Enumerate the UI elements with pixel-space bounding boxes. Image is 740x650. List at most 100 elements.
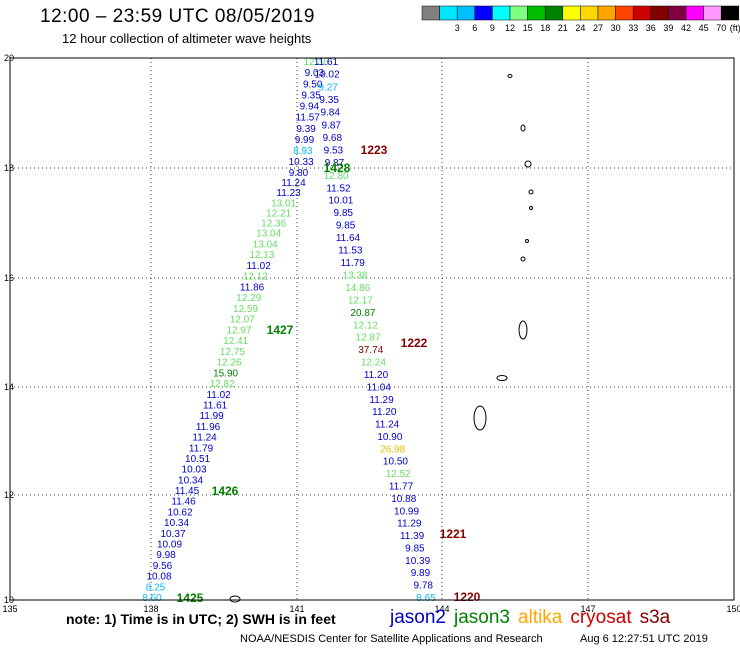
wave-height-value: 10.37 <box>161 529 186 540</box>
wave-height-value: 11.29 <box>397 519 422 530</box>
wave-height-value: 12.41 <box>223 336 248 347</box>
y-tick-label: 18 <box>4 163 14 173</box>
wave-height-value: 11.99 <box>199 411 224 422</box>
map-subtitle: 12 hour collection of altimeter wave hei… <box>62 31 312 46</box>
wave-height-value: 10.99 <box>394 506 419 517</box>
wave-height-value: 11.23 <box>276 188 301 199</box>
wave-height-value: 11.46 <box>171 497 196 508</box>
wave-height-value: 11.79 <box>189 443 214 454</box>
wave-height-value: 9.99 <box>295 135 315 146</box>
wave-height-value: 9.85 <box>405 543 425 554</box>
satellite-jason2-label: jason2 <box>390 607 446 628</box>
wave-height-value: 12.59 <box>233 304 258 315</box>
island-outline <box>518 320 528 340</box>
wave-height-value: 9.80 <box>289 168 309 179</box>
wave-height-value: 11.24 <box>375 420 400 431</box>
wave-height-value: 9.39 <box>296 124 316 135</box>
wave-height-value: 11.86 <box>240 282 265 293</box>
wave-height-value: 11.77 <box>389 481 414 492</box>
generation-timestamp: Aug 6 12:27:51 UTC 2019 <box>580 633 708 645</box>
units-note: note: 1) Time is in UTC; 2) SWH is in fe… <box>66 611 336 627</box>
wave-height-value: 11.64 <box>336 233 361 244</box>
legend-tick-label: 24 <box>575 23 585 33</box>
wave-height-value: 11.61 <box>203 400 228 411</box>
island-outline <box>473 405 487 431</box>
island-outline <box>525 239 529 243</box>
wave-height-value: 11.61 <box>314 57 339 68</box>
wave-height-value: 11.02 <box>206 390 231 401</box>
wave-height-value: 12.24 <box>361 358 386 369</box>
x-tick-label: 138 <box>143 604 158 614</box>
wave-height-value: 10.08 <box>146 572 171 583</box>
wave-height-value: 9.87 <box>325 158 345 169</box>
wave-height-value: 10.88 <box>391 494 416 505</box>
y-tick-label: 12 <box>4 490 14 500</box>
wave-height-value: 9.98 <box>156 550 176 561</box>
wave-height-value: 9.89 <box>411 568 431 579</box>
wave-height-value: 10.51 <box>185 454 210 465</box>
satellite-cryosat-label: cryosat <box>570 607 632 628</box>
x-tick-label: 144 <box>434 604 449 614</box>
wave-height-value: 11.04 <box>367 382 392 393</box>
wave-height-value: 13.01 <box>271 198 296 209</box>
wave-height-value: 12.97 <box>226 325 251 336</box>
wave-height-value: 12.12 <box>353 320 378 331</box>
y-tick-label: 20 <box>4 53 14 63</box>
pass-id-label: 1220 <box>454 590 481 604</box>
legend-tick-label: 12 <box>505 23 515 33</box>
wave-height-value: 12.82 <box>210 379 235 390</box>
legend-tick-label: 3 <box>455 23 460 33</box>
wave-height-value: 11.24 <box>281 178 306 189</box>
wave-height-value: 12.29 <box>236 293 261 304</box>
wave-height-value: 9.53 <box>324 146 344 157</box>
wave-height-value: 10.01 <box>328 196 353 207</box>
wave-height-value: 9.68 <box>323 133 343 144</box>
legend-tick-label: 30 <box>611 23 621 33</box>
pass-id-label: 1427 <box>267 323 294 337</box>
wave-height-value: 9.03 <box>305 68 325 79</box>
x-tick-label: 141 <box>289 604 304 614</box>
wave-height-value: 12.13 <box>249 250 274 261</box>
legend-unit-label: (ft) <box>730 23 740 33</box>
wave-height-value: 12.26 <box>217 358 242 369</box>
legend-tick-label: 45 <box>699 23 709 33</box>
wave-height-value: 8.65 <box>416 593 436 604</box>
legend-tick-label: 42 <box>681 23 691 33</box>
wave-height-value: 9.35 <box>301 90 321 101</box>
wave-height-value: 10.39 <box>405 556 430 567</box>
wave-height-value: 37.74 <box>358 345 383 356</box>
x-tick-label: 147 <box>580 604 595 614</box>
wave-height-value: 11.39 <box>400 531 425 542</box>
wave-height-value: 11.79 <box>341 258 366 269</box>
wave-height-value: 11.24 <box>192 433 217 444</box>
satellite-legend: jason2 jason3 altika cryosat s3a <box>390 607 678 629</box>
wave-height-value: 12.21 <box>266 208 291 219</box>
wave-height-value: 10.02 <box>315 70 340 81</box>
legend-tick-label: 18 <box>540 23 550 33</box>
wave-height-value: 12.75 <box>220 347 245 358</box>
wave-height-value: 10.03 <box>182 465 207 476</box>
wave-height-value: 13.04 <box>256 229 281 240</box>
satellite-jason3-label: jason3 <box>454 607 510 628</box>
legend-tick-label: 21 <box>558 23 568 33</box>
island-outline <box>528 189 534 195</box>
satellite-s3a-label: s3a <box>639 607 671 628</box>
legend-swatch <box>720 5 740 21</box>
wave-height-value: 12.07 <box>230 315 255 326</box>
legend-tick-label: 33 <box>628 23 638 33</box>
wave-height-value: 15.90 <box>213 368 238 379</box>
wave-height-value: 12.80 <box>324 171 349 182</box>
wave-height-value: 11.29 <box>369 395 394 406</box>
wave-height-value: 9.94 <box>300 102 320 113</box>
wave-height-value: 11.45 <box>175 486 200 497</box>
y-tick-label: 14 <box>4 382 14 392</box>
wave-height-value: 9.35 <box>319 95 339 106</box>
y-tick-label: 10 <box>4 595 14 605</box>
wave-height-value: 8.93 <box>293 146 313 157</box>
wave-height-value: 9.27 <box>318 82 338 93</box>
legend-tick-label: 39 <box>663 23 673 33</box>
wave-height-color-legend: 3 6 9 12 15 18 21 24 27 30 33 36 39 42 45 70 (ft) <box>421 5 740 33</box>
wave-height-value: 12.12 <box>243 272 268 283</box>
wave-height-value: 13.38 <box>343 271 368 282</box>
wave-height-value: 14.86 <box>345 283 370 294</box>
